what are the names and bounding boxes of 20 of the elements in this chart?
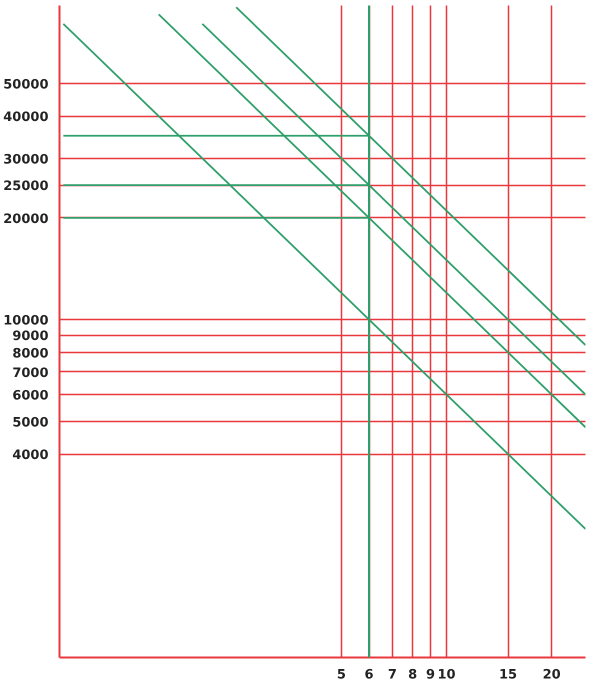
x-tick-label: 20: [542, 668, 561, 681]
x-tick-label: 5: [336, 668, 346, 681]
y-tick-label: 9000: [12, 329, 49, 344]
x-tick-label: 7: [388, 668, 397, 681]
y-tick-label: 5000: [12, 415, 49, 430]
y-tick-label: 40000: [3, 110, 49, 126]
x-tick-label: 6: [364, 668, 374, 681]
y-tick-label: 30000: [3, 152, 49, 168]
x-tick-label: 8: [408, 668, 418, 681]
y-tick-label: 50000: [3, 77, 49, 92]
y-tick-label: 8000: [12, 346, 49, 362]
y-tick-label: 7000: [12, 366, 49, 381]
x-tick-label: 15: [498, 668, 518, 681]
y-tick-label: 10000: [3, 314, 49, 329]
y-tick-label: 4000: [12, 448, 49, 464]
y-tick-label: 6000: [12, 388, 49, 404]
y-tick-label: 20000: [3, 212, 49, 227]
x-tick-label: 10: [437, 668, 456, 681]
x-tick-label: 9: [426, 668, 436, 681]
y-tick-label: 25000: [3, 179, 49, 194]
